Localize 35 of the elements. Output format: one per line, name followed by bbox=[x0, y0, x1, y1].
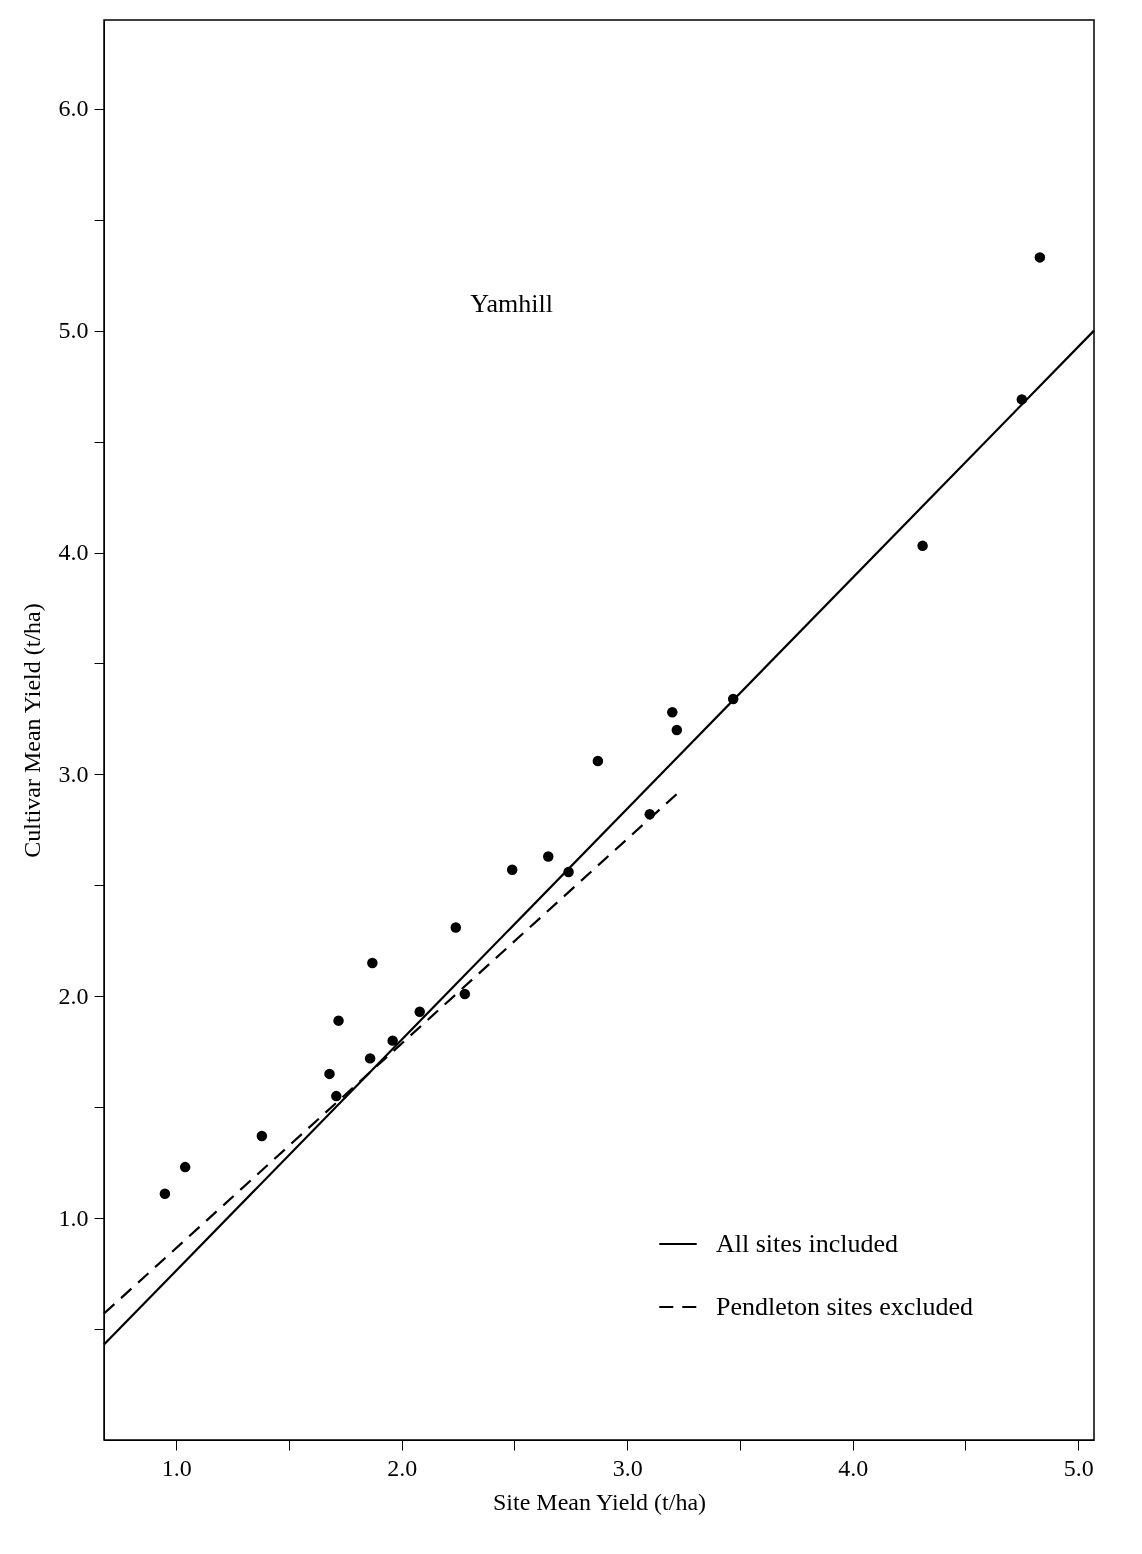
point bbox=[367, 957, 378, 969]
x-tick-label: 1.0 bbox=[161, 1454, 192, 1481]
point bbox=[324, 1068, 335, 1080]
y-tick-label: 6.0 bbox=[58, 95, 89, 122]
y-axis-title: Cultivar Mean Yield (t/ha) bbox=[18, 603, 45, 858]
point bbox=[506, 864, 518, 876]
y-tick-label: 2.0 bbox=[58, 982, 89, 1009]
point bbox=[159, 1188, 171, 1199]
x-tick-label: 4.0 bbox=[838, 1454, 869, 1481]
legend-label: Pendleton sites excluded bbox=[716, 1292, 974, 1321]
x-axis-title: Site Mean Yield (t/ha) bbox=[492, 1488, 707, 1515]
point bbox=[592, 755, 604, 767]
point bbox=[414, 1006, 425, 1018]
point bbox=[333, 1015, 344, 1026]
point bbox=[387, 1035, 398, 1046]
legend-label: All sites included bbox=[716, 1229, 898, 1258]
y-tick-label: 1.0 bbox=[58, 1204, 89, 1231]
point bbox=[364, 1053, 376, 1064]
y-tick-label: 4.0 bbox=[58, 539, 89, 565]
annotation: Yamhill bbox=[470, 289, 553, 318]
point bbox=[917, 540, 928, 552]
point bbox=[256, 1130, 268, 1142]
point bbox=[543, 851, 554, 862]
y-tick-label: 5.0 bbox=[58, 317, 89, 344]
point bbox=[671, 724, 683, 736]
x-tick-label: 5.0 bbox=[1063, 1454, 1094, 1481]
point bbox=[459, 988, 471, 1000]
x-tick-label: 2.0 bbox=[387, 1454, 418, 1481]
y-tick-label: 3.0 bbox=[58, 760, 89, 787]
point bbox=[179, 1161, 191, 1173]
point bbox=[331, 1090, 342, 1102]
point bbox=[667, 707, 678, 718]
x-tick-label: 3.0 bbox=[612, 1454, 643, 1481]
point bbox=[450, 922, 462, 933]
point bbox=[1034, 252, 1046, 263]
